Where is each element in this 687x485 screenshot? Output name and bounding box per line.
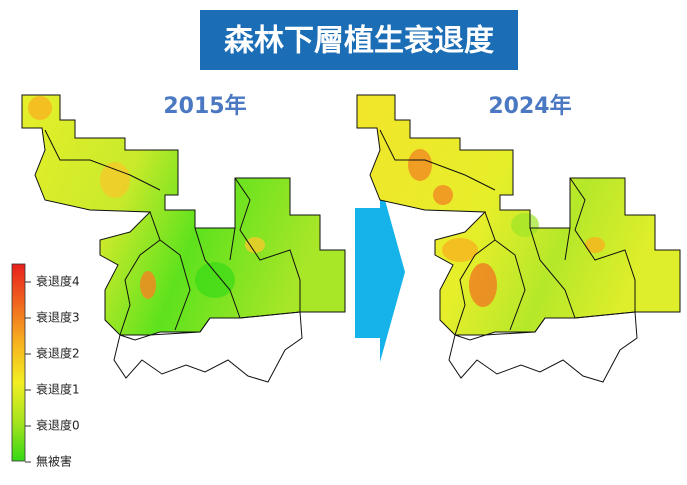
legend-label: 衰退度0 [36, 418, 80, 433]
legend-label: 衰退度4 [36, 274, 80, 289]
title-box [200, 10, 518, 70]
title: 森林下層植生衰退度 [224, 24, 494, 59]
map-2024 [356, 94, 681, 383]
legend: 衰退度4 衰退度3 衰退度2 衰退度1 衰退度0 無被害 [11, 263, 80, 469]
legend-label: 衰退度2 [36, 346, 80, 361]
year-label: 2024年 [488, 93, 571, 119]
legend-label: 無被害 [36, 454, 72, 469]
arrow [355, 182, 405, 362]
legend-label: 衰退度3 [36, 310, 80, 325]
map-2015 [21, 94, 346, 383]
color-bar [11, 263, 26, 462]
legend-label: 衰退度1 [36, 382, 80, 397]
year-label: 2015年 [163, 93, 246, 119]
